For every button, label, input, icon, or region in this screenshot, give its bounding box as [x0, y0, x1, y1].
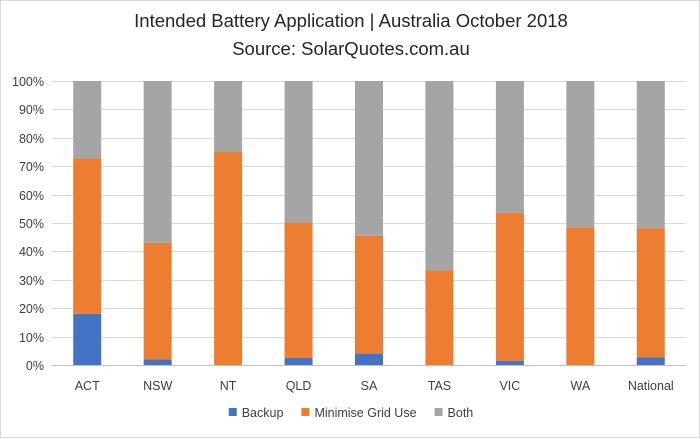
- x-tick-label: QLD: [286, 379, 312, 393]
- bar-both-qld: [284, 81, 313, 223]
- bar-minimise-grid-use-national: [636, 228, 665, 358]
- x-tick-label: VIC: [499, 379, 520, 393]
- bar-backup-nsw: [143, 359, 172, 365]
- bar-minimise-grid-use-qld: [284, 223, 313, 358]
- bar-both-act: [73, 81, 102, 159]
- y-tick-label: 70%: [19, 160, 44, 174]
- bar-backup-national: [636, 357, 665, 365]
- bar-both-national: [636, 81, 665, 229]
- y-tick-label: 100%: [12, 75, 44, 89]
- bar-minimise-grid-use-tas: [425, 270, 454, 365]
- bar-both-wa: [566, 81, 595, 228]
- x-tick-label: NT: [220, 379, 237, 393]
- legend-swatch-both: [434, 408, 443, 416]
- y-tick-label: 20%: [19, 302, 44, 316]
- bar-both-nt: [214, 81, 243, 152]
- y-tick-label: 10%: [19, 331, 44, 345]
- bar-backup-vic: [495, 360, 524, 365]
- bar-backup-qld: [284, 357, 313, 365]
- y-tick-label: 80%: [19, 132, 44, 146]
- legend-label: Minimise Grid Use: [314, 406, 416, 420]
- bar-both-vic: [495, 81, 524, 214]
- bar-minimise-grid-use-sa: [355, 235, 383, 354]
- legend-swatch-minimise-grid-use: [301, 408, 310, 416]
- bar-both-nsw: [143, 81, 172, 243]
- bar-backup-sa: [355, 353, 383, 365]
- chart-title: Intended Battery Application | Australia…: [134, 10, 568, 31]
- bar-minimise-grid-use-act: [73, 158, 102, 314]
- bar-both-tas: [425, 81, 454, 271]
- x-tick-label: TAS: [428, 379, 451, 393]
- y-tick-label: 0%: [26, 359, 44, 373]
- bar-backup-act: [73, 313, 102, 365]
- legend-label: Both: [448, 406, 474, 420]
- legend-label: Backup: [242, 406, 284, 420]
- bar-minimise-grid-use-vic: [495, 213, 524, 361]
- y-tick-label: 30%: [19, 274, 44, 288]
- y-tick-label: 40%: [19, 245, 44, 259]
- y-tick-label: 50%: [19, 217, 44, 231]
- x-tick-label: National: [628, 379, 674, 393]
- x-tick-label: ACT: [75, 379, 100, 393]
- y-tick-label: 90%: [19, 103, 44, 117]
- legend-swatch-backup: [228, 408, 237, 416]
- bar-minimise-grid-use-wa: [566, 227, 595, 365]
- bar-minimise-grid-use-nt: [214, 152, 243, 365]
- x-tick-label: SA: [361, 379, 378, 393]
- x-tick-label: WA: [570, 379, 590, 393]
- chart-subtitle: Source: SolarQuotes.com.au: [232, 38, 470, 59]
- x-tick-label: NSW: [143, 379, 172, 393]
- bar-both-sa: [355, 81, 383, 236]
- y-tick-label: 60%: [19, 189, 44, 203]
- bar-minimise-grid-use-nsw: [143, 242, 172, 360]
